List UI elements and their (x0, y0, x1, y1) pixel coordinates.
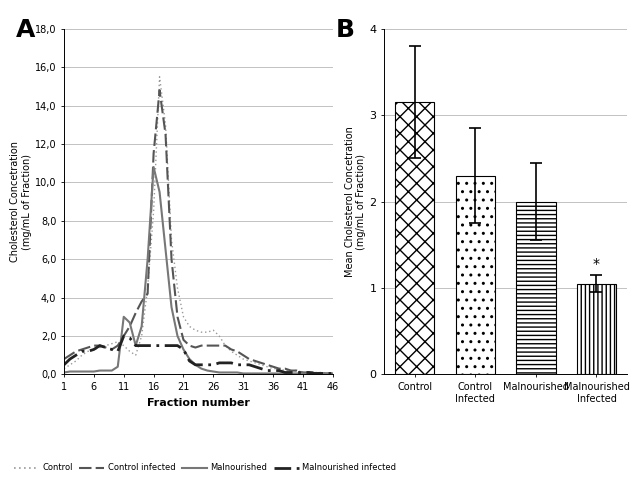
Bar (395, 102, 435, 374)
Bar (516, 202, 556, 374)
Text: A: A (15, 18, 35, 42)
Bar (456, 176, 495, 374)
Text: B: B (335, 18, 355, 42)
Legend: Control, Control infected, Malnourished, Malnourished infected: Control, Control infected, Malnourished,… (11, 460, 399, 476)
Text: *: * (593, 257, 600, 271)
Y-axis label: Mean Cholesterol Concetration
(mg/mL of Fraction): Mean Cholesterol Concetration (mg/mL of … (345, 126, 367, 277)
Bar (577, 284, 616, 374)
X-axis label: Fraction number: Fraction number (147, 397, 250, 408)
Y-axis label: Cholesterol Concetration
(mg/mL of Fraction): Cholesterol Concetration (mg/mL of Fract… (10, 141, 32, 262)
